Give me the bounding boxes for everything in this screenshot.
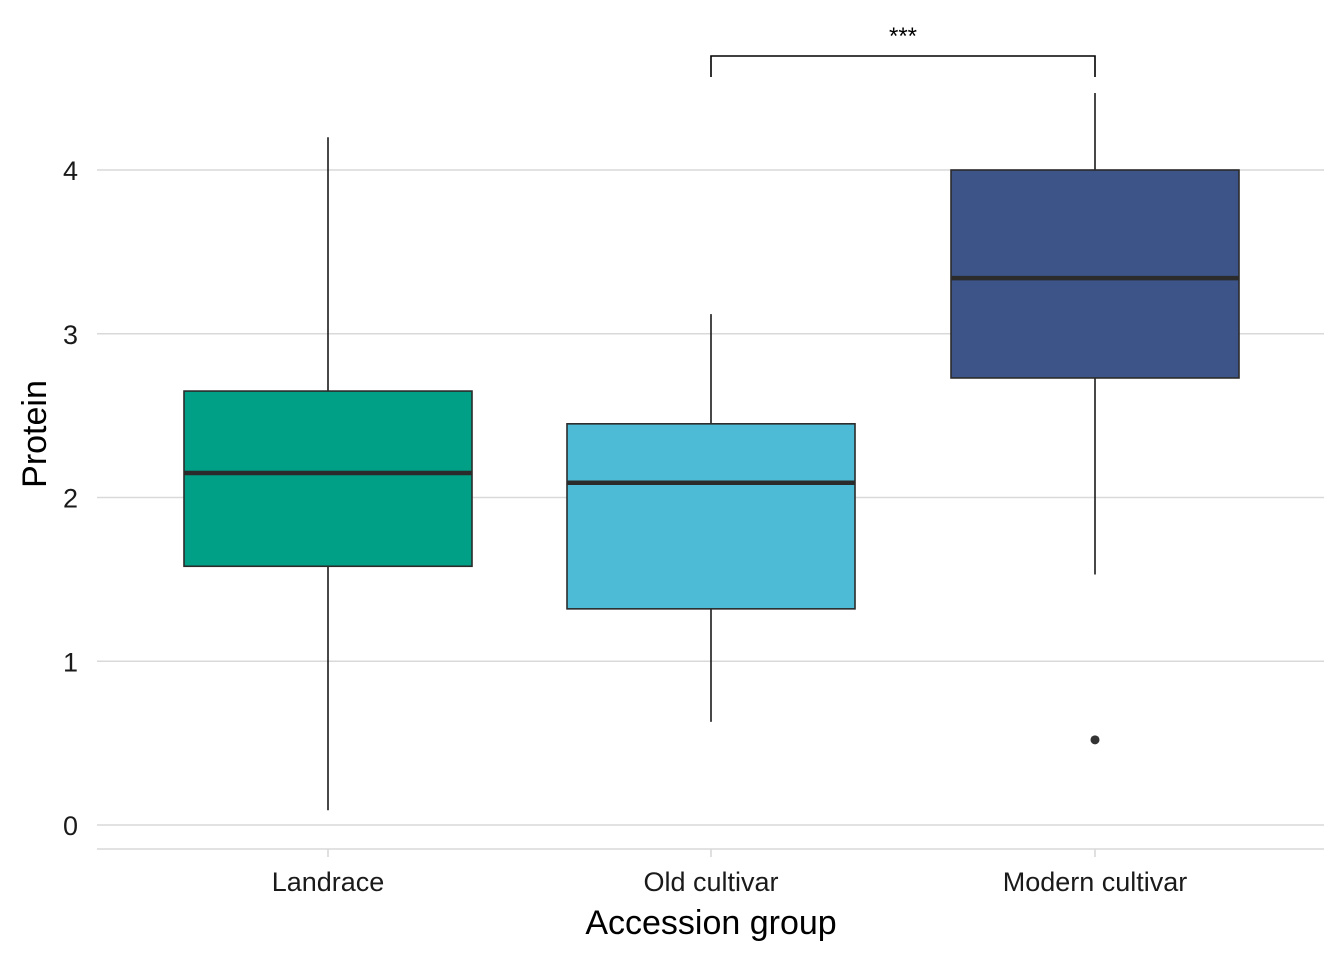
y-tick-label: 2 [63, 484, 78, 514]
box [183, 390, 473, 568]
significance-label: *** [889, 23, 917, 50]
y-tick-label: 4 [63, 156, 78, 186]
box-group [183, 137, 473, 811]
box [566, 423, 856, 610]
y-tick-label: 3 [63, 320, 78, 350]
box [950, 169, 1240, 379]
outlier-point [1090, 735, 1100, 745]
box-group [566, 314, 856, 722]
y-tick-label: 1 [63, 647, 78, 677]
x-tick-label: Old cultivar [643, 867, 778, 897]
y-tick-label: 0 [63, 811, 78, 841]
x-tick-label: Landrace [272, 867, 385, 897]
y-axis-title: Protein [16, 380, 54, 488]
significance-bracket [710, 55, 1096, 77]
annotations: *** [710, 23, 1096, 77]
x-axis-title: Accession group [585, 904, 836, 942]
axes: 0 1 2 3 4 Landrace Old cultivar Modern cultivar [63, 156, 1324, 897]
x-tick-label: Modern cultivar [1003, 867, 1188, 897]
box-group [950, 93, 1240, 745]
boxes [183, 93, 1240, 811]
